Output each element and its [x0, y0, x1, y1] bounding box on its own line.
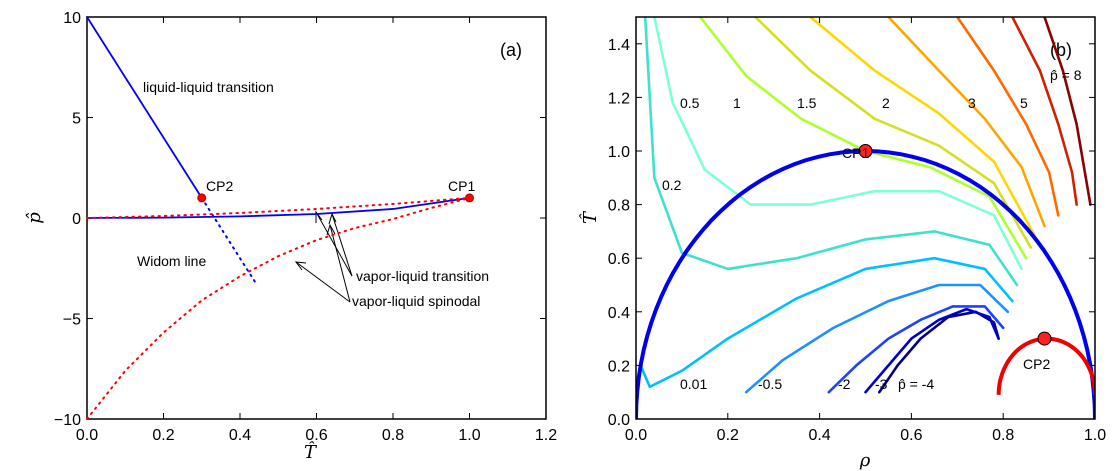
annotation-arrows: [294, 210, 353, 303]
y-tick-label: 1.4: [608, 37, 630, 54]
isobar-curve: [827, 305, 1005, 394]
isobar-label: -0.5: [758, 376, 782, 392]
isobar-curve: [639, 256, 1014, 389]
x-tick-label: 0.6: [305, 427, 327, 444]
axis-label-x: ρ: [859, 450, 871, 471]
axis-label-y: p̂: [24, 212, 45, 224]
isobar-curve: [754, 17, 1033, 249]
isobar-label: 5: [1020, 95, 1028, 111]
x-tick-label: 0.8: [992, 427, 1014, 444]
x-tick-label: 1.0: [458, 427, 480, 444]
x-tick-label: 0.6: [900, 427, 922, 444]
isobar-label: 1: [733, 95, 741, 111]
point-label-cp2: CP2: [206, 178, 233, 194]
point-label-cp2: CP2: [1023, 356, 1050, 372]
isobar-curve: [698, 17, 1028, 260]
isobar-curve: [1011, 17, 1078, 206]
panel-a: (a) liquid-liquid transition Widom line …: [24, 10, 557, 463]
annotation-widom-line: Widom line: [137, 253, 206, 269]
x-tick-label: 0.0: [76, 427, 98, 444]
y-tick-label: 0: [72, 211, 81, 228]
isobar-label: 0.2: [662, 177, 682, 193]
isobar-label: 3: [968, 95, 976, 111]
x-tick-label: 1.2: [535, 427, 557, 444]
isobar-label: 0.5: [680, 95, 700, 111]
point-label-cp1: CP1: [842, 145, 869, 161]
annotation-vapor-liquid-spinodal: vapor-liquid spinodal: [352, 293, 480, 309]
x-tick-label: 1.0: [1084, 427, 1106, 444]
y-tick-label: 1.0: [608, 144, 630, 161]
isobar-label: -3: [875, 376, 888, 392]
y-tick-label: 5: [72, 111, 81, 128]
isobar-curve: [643, 17, 1019, 287]
y-tick-label: 0.8: [608, 198, 630, 215]
series-line-0: [86, 16, 203, 199]
critical-point-cp2: [197, 193, 207, 203]
y-tick-label: 1.2: [608, 90, 630, 107]
isobar-label: 1.5: [797, 95, 817, 111]
series-line-4: [86, 196, 471, 420]
isobar-label: p̂ = 8: [1050, 67, 1082, 83]
critical-point-cp2: [1037, 331, 1052, 346]
y-tick-label: −10: [54, 412, 81, 429]
critical-point-cp1: [465, 193, 474, 203]
panel-b-frame: [635, 16, 1096, 420]
y-tick-label: −5: [63, 312, 81, 329]
x-tick-label: 0.4: [229, 427, 251, 444]
y-tick-label: 0.2: [608, 358, 630, 375]
y-tick-label: 0.4: [608, 305, 630, 322]
isobar-label: -2: [838, 376, 851, 392]
x-tick-label: 0.4: [808, 427, 830, 444]
isobar-curve: [864, 307, 1000, 394]
isobar-curve: [744, 283, 1010, 394]
panel-b: (b) ρ T̂ CP1 CP2 0.0 0.2 0.4 0.6 0.8 1.0 1.4 1.2 1…: [579, 16, 1106, 471]
isobar-curve: [653, 17, 1023, 271]
point-label-cp1: CP1: [448, 178, 475, 194]
isobar-curve: [887, 17, 1046, 228]
series-line-1: [86, 196, 471, 219]
series-line-2: [200, 196, 257, 284]
isobar-curve: [955, 17, 1060, 217]
x-tick-label: 0.2: [152, 427, 174, 444]
annotation-vapor-liquid-transition: vapor-liquid transition: [356, 268, 489, 284]
x-tick-label: 0.2: [717, 427, 739, 444]
x-tick-label: 0.0: [625, 427, 647, 444]
isobar-curve: [809, 17, 1037, 239]
axis-label-x: T̂: [304, 441, 318, 463]
critical-point-cp1: [858, 144, 873, 158]
y-tick-label: 0.6: [608, 251, 630, 268]
isobar-label: 2: [882, 95, 890, 111]
panel-b-label: (b): [1050, 40, 1072, 60]
isobar-curve: [1043, 17, 1092, 206]
panel-a-label: (a): [500, 40, 522, 60]
axis-label-y: T̂: [579, 210, 601, 224]
series-line-3: [86, 196, 471, 219]
isobar-label: 0.01: [680, 376, 707, 392]
y-tick-label: 10: [63, 10, 81, 27]
annotation-liquid-liquid-transition: liquid-liquid transition: [143, 79, 274, 95]
x-tick-label: 0.8: [382, 427, 404, 444]
isobar-label: p̂ = -4: [898, 376, 934, 392]
y-tick-label: 0.0: [608, 412, 630, 429]
